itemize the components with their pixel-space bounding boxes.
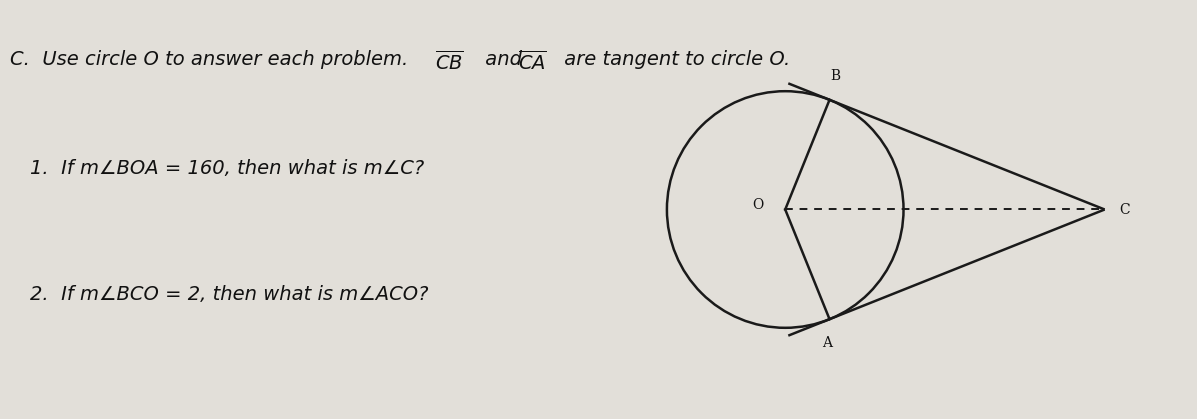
Text: are tangent to circle O.: are tangent to circle O. bbox=[558, 50, 790, 69]
Text: $\overline{CA}$: $\overline{CA}$ bbox=[518, 50, 547, 74]
Text: C.  Use circle O to answer each problem.: C. Use circle O to answer each problem. bbox=[10, 50, 414, 69]
Text: 2.  If m∠BCO = 2, then what is m∠ACO?: 2. If m∠BCO = 2, then what is m∠ACO? bbox=[30, 285, 429, 304]
Text: $\overline{CB}$: $\overline{CB}$ bbox=[435, 50, 463, 74]
Text: and: and bbox=[479, 50, 528, 69]
Text: B: B bbox=[831, 69, 840, 83]
Text: 1.  If m∠BOA = 160, then what is m∠C?: 1. If m∠BOA = 160, then what is m∠C? bbox=[30, 159, 424, 178]
Text: C: C bbox=[1119, 202, 1130, 217]
Text: O: O bbox=[753, 198, 764, 212]
Text: A: A bbox=[822, 336, 832, 350]
